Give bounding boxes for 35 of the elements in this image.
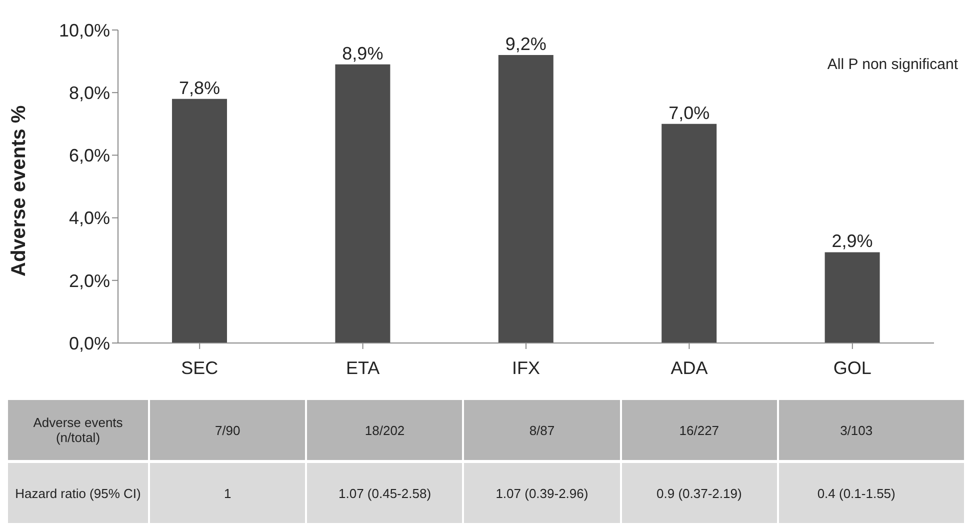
y-tick-label: 0,0%: [68, 333, 110, 354]
x-tick-label: ETA: [346, 358, 380, 378]
text: 16/227: [620, 400, 777, 460]
text: 0.9 (0.37-2.19): [620, 463, 777, 523]
bar: [662, 124, 717, 343]
text: Hazard ratio (95% CI): [14, 484, 142, 503]
x-tick-label: GOL: [833, 358, 872, 378]
x-tick-label: SEC: [181, 358, 218, 378]
text: 0.4 (0.1-1.55): [776, 463, 934, 523]
text: 1.07 (0.45-2.58): [305, 463, 462, 523]
bar: [824, 252, 880, 343]
y-tick-label: 8,0%: [68, 82, 110, 103]
bar: [172, 98, 227, 343]
text: 7/90: [148, 400, 306, 460]
text: 8/87: [462, 400, 620, 460]
data-label: 7,0%: [668, 102, 710, 123]
text: 18/202: [305, 400, 462, 460]
x-tick-label: ADA: [670, 358, 708, 378]
text: 1: [148, 463, 306, 523]
bar: [335, 64, 390, 343]
text: Adverse events (n/total): [32, 414, 124, 447]
text: 1.07 (0.39-2.96): [462, 463, 620, 523]
y-tick-label: 6,0%: [68, 146, 110, 166]
data-label: 8,9%: [342, 43, 384, 64]
x-tick-label: IFX: [512, 358, 540, 378]
data-label: 9,2%: [505, 34, 546, 54]
y-tick-label: 2,0%: [68, 270, 110, 291]
y-axis-title: Adverse events %: [8, 105, 30, 276]
annotation: All P non significant: [827, 56, 958, 73]
data-label: 7,8%: [178, 78, 220, 98]
y-tick-label: 10,0%: [58, 20, 110, 40]
data-label: 2,9%: [832, 231, 873, 252]
text: 3/103: [776, 400, 934, 460]
bar: [498, 55, 554, 343]
y-tick-label: 4,0%: [68, 208, 110, 228]
